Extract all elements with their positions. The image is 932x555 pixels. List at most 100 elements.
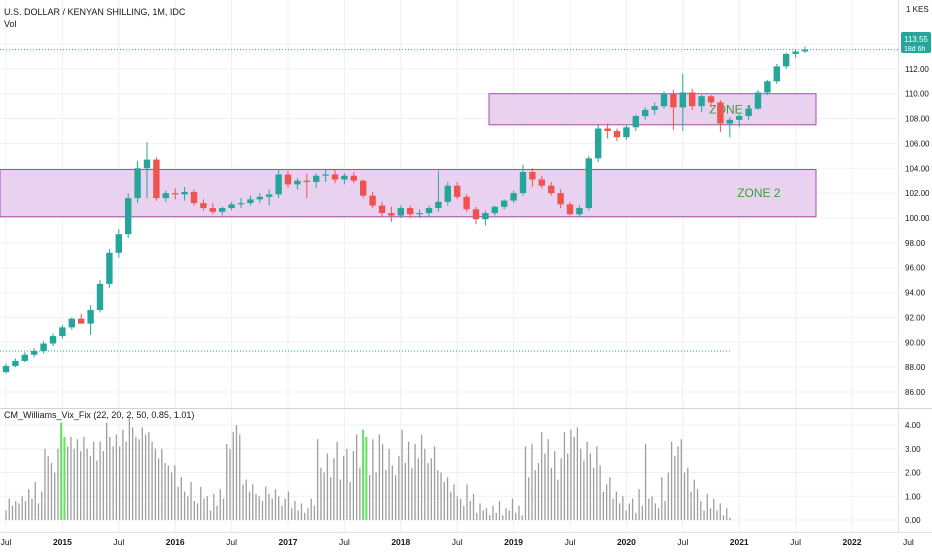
candle-body	[407, 208, 414, 215]
time-tick-label: 2016	[166, 537, 185, 547]
candlestick-series[interactable]	[2, 46, 809, 374]
candle-body	[557, 193, 564, 205]
time-tick-label: Jul	[339, 537, 350, 547]
candle-body	[200, 203, 207, 209]
time-tick-label: Jul	[790, 537, 801, 547]
candle-body	[125, 198, 132, 235]
vix-tick-label: 4.00	[905, 421, 921, 430]
candle-body	[425, 208, 433, 214]
candle-body	[172, 193, 179, 195]
price-tick-label: 92.00	[905, 313, 926, 322]
price-tick-label: 108.00	[905, 115, 930, 124]
time-tick-label: Jul	[677, 537, 688, 547]
candle-body	[764, 81, 771, 93]
candle-body	[2, 365, 10, 373]
candle-body	[472, 209, 480, 220]
candle-body	[21, 354, 28, 361]
candle-body	[388, 213, 395, 216]
indicator-title: CM_Williams_Vix_Fix (22, 20, 2, 50, 0.85…	[4, 410, 194, 420]
time-tick-label: 2020	[617, 537, 636, 547]
bar-countdown: 18d 6h	[904, 46, 926, 53]
candle-body	[59, 327, 66, 337]
price-tick-label: 86.00	[905, 388, 926, 397]
candle-body	[12, 360, 19, 366]
candle-body	[595, 128, 602, 159]
candle-body	[106, 252, 113, 284]
candle-body	[143, 159, 151, 169]
candle-body	[153, 159, 160, 199]
time-tick-label: 2017	[279, 537, 298, 547]
candle-body	[632, 116, 639, 128]
candle-body	[162, 193, 169, 199]
time-tick-label: Jul	[226, 537, 237, 547]
price-axis[interactable]: 114.00112.00110.00108.00106.00104.00102.…	[905, 40, 930, 397]
price-tick-label: 104.00	[905, 164, 930, 173]
candle-body	[247, 199, 254, 204]
candle-body	[435, 201, 442, 209]
candle-body	[717, 102, 724, 124]
candle-body	[679, 92, 686, 108]
candle-body	[660, 93, 668, 107]
candle-body	[331, 174, 339, 180]
candle-body	[538, 179, 545, 186]
candle-body	[275, 174, 282, 195]
price-tick-label: 96.00	[905, 264, 926, 273]
candle-body	[773, 66, 780, 82]
time-tick-label: 2018	[391, 537, 410, 547]
candle-body	[237, 203, 245, 205]
candle-body	[689, 92, 696, 107]
candle-body	[369, 195, 376, 206]
candle-body	[698, 96, 705, 107]
candle-body	[219, 208, 226, 212]
candle-body	[115, 234, 122, 253]
vix-tick-label: 0.00	[905, 516, 921, 525]
price-tick-label: 100.00	[905, 214, 930, 223]
candle-body	[613, 131, 621, 138]
candle-body	[322, 174, 329, 176]
vix-axis[interactable]: 4.00 3.00 2.00 1.00 0.00	[905, 421, 921, 525]
candle-body	[360, 180, 367, 196]
time-tick-label: 2015	[53, 537, 72, 547]
candle-body	[463, 196, 470, 210]
time-tick-label: Jul	[565, 537, 576, 547]
time-tick-label: Jul	[113, 537, 124, 547]
candle-body	[31, 350, 38, 355]
time-tick-label: 2019	[504, 537, 523, 547]
price-tick-label: 90.00	[905, 338, 926, 347]
candle-body	[623, 127, 630, 138]
candle-body	[576, 208, 583, 215]
candle-body	[651, 106, 658, 110]
time-tick-label: Jul	[903, 537, 914, 547]
candle-body	[745, 108, 752, 117]
candle-body	[49, 336, 57, 344]
candle-body	[754, 92, 762, 109]
candle-body	[604, 128, 611, 131]
candle-body	[78, 318, 85, 324]
zone-label: ZONE 2	[737, 186, 781, 200]
candle-body	[501, 200, 508, 207]
candle-body	[736, 116, 743, 120]
candle-body	[87, 309, 94, 324]
candle-body	[444, 185, 451, 202]
candle-body	[585, 158, 592, 209]
price-tick-label: 94.00	[905, 289, 926, 298]
candle-body	[801, 49, 809, 52]
candle-body	[783, 53, 790, 67]
time-tick-label: 2021	[730, 537, 749, 547]
vix-tick-label: 1.00	[905, 492, 921, 501]
candle-body	[519, 172, 527, 194]
candle-body	[190, 191, 198, 204]
last-price-value: 113.55	[904, 35, 928, 44]
time-axis[interactable]: Jul 2015 Jul 2016 Jul 2017 Jul 2018 Jul 2019 Jul 20…	[1, 537, 932, 547]
candle-body	[510, 193, 517, 201]
price-tick-label: 88.00	[905, 363, 926, 372]
vix-fix-series[interactable]	[5, 417, 731, 520]
candle-body	[209, 208, 216, 212]
candle-body	[294, 180, 301, 185]
vix-tick-label: 3.00	[905, 445, 921, 454]
price-tick-label: 106.00	[905, 139, 930, 148]
candle-body	[454, 185, 461, 197]
